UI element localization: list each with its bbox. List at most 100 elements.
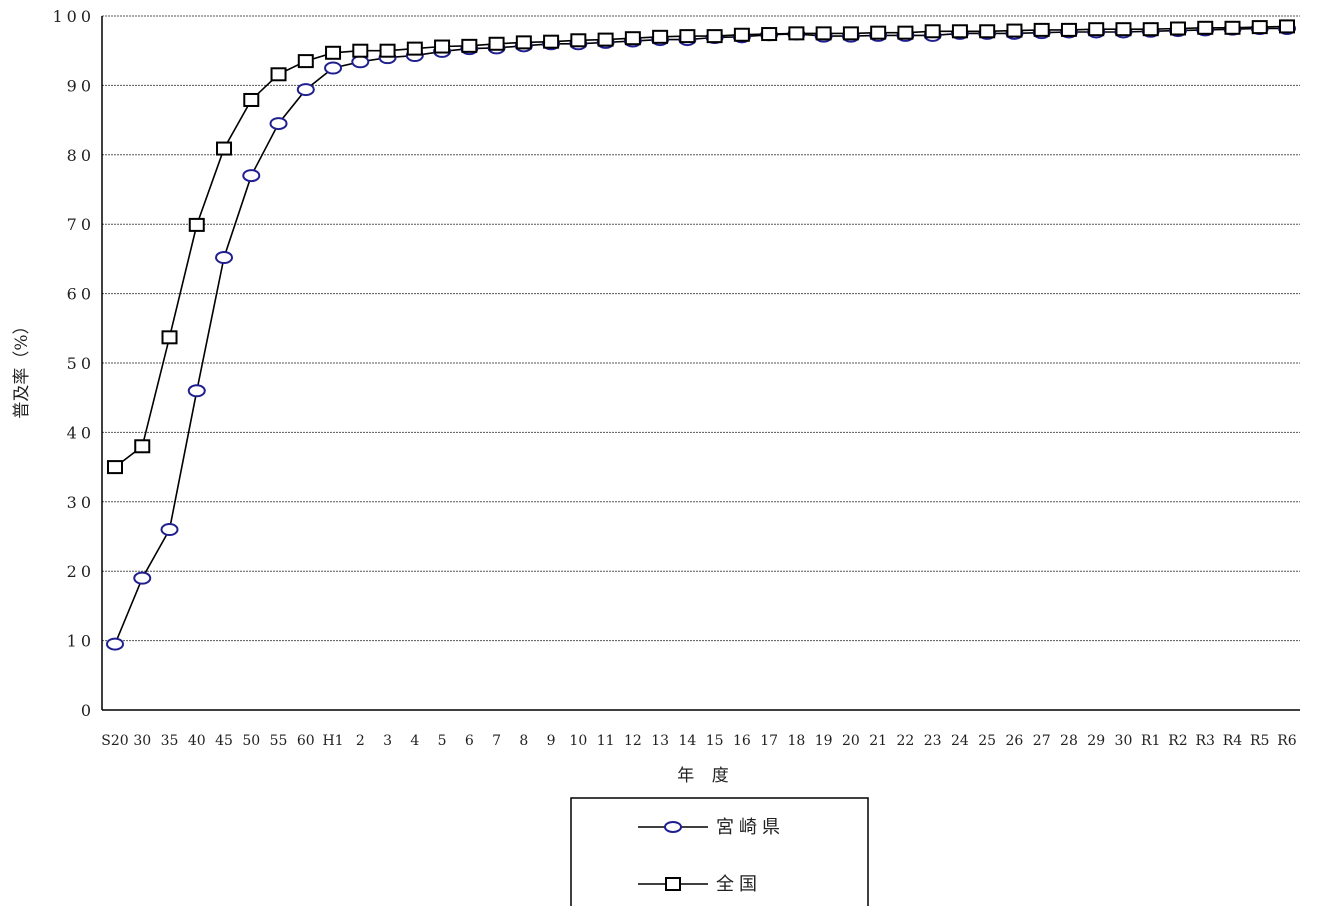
- legend: 宮崎県 全国: [570, 797, 869, 906]
- data-point-square: [624, 31, 641, 46]
- y-tick-label: 40: [67, 423, 95, 442]
- y-tick-label: 70: [67, 215, 95, 234]
- data-point-square: [1251, 20, 1268, 35]
- x-tick-label: R3: [1196, 733, 1215, 749]
- x-tick-label: 8: [519, 733, 528, 749]
- x-tick-label: 10: [569, 733, 587, 749]
- data-point-square: [543, 34, 560, 49]
- data-point-square: [515, 35, 532, 50]
- x-tick-label: 6: [465, 733, 474, 749]
- data-point-square: [706, 29, 723, 44]
- x-tick-label: 35: [161, 733, 179, 749]
- y-tick-labels: 0 10 20 30 40 50 60 70 80 90 100: [52, 7, 95, 720]
- x-tick-label: 60: [297, 733, 315, 749]
- x-tick-label: 14: [678, 733, 696, 749]
- x-tick-label: 3: [383, 733, 392, 749]
- data-point-square: [216, 141, 233, 156]
- data-point-square: [270, 67, 287, 82]
- y-tick-label: 30: [67, 493, 95, 512]
- x-tick-label: 9: [547, 733, 556, 749]
- data-point-square: [597, 32, 614, 47]
- x-tick-label: 13: [651, 733, 669, 749]
- x-tick-label: 55: [270, 733, 288, 749]
- legend-square-marker: [665, 877, 681, 891]
- data-point-square: [406, 41, 423, 56]
- y-tick-label: 100: [52, 7, 95, 26]
- x-tick-label: 15: [706, 733, 724, 749]
- y-axis-title: 普及率（%）: [12, 317, 32, 418]
- x-tick-label: 22: [897, 733, 915, 749]
- data-point-circle: [106, 637, 124, 651]
- series-line: [114, 27, 1287, 645]
- x-tick-label: R2: [1168, 733, 1187, 749]
- legend-circle-marker: [664, 821, 682, 833]
- x-tick-label: 40: [188, 733, 206, 749]
- x-tick-label: 7: [492, 733, 501, 749]
- data-point-square: [243, 92, 260, 107]
- x-tick-label: 50: [242, 733, 260, 749]
- data-point-square: [733, 27, 750, 42]
- y-tick-label: 20: [67, 562, 95, 581]
- data-point-square: [434, 39, 451, 54]
- x-tick-label: 19: [815, 733, 833, 749]
- data-point-square: [325, 45, 342, 60]
- data-point-square: [488, 36, 505, 51]
- x-tick-label: H1: [322, 733, 343, 749]
- x-tick-label: 28: [1060, 733, 1078, 749]
- data-point-square: [1060, 22, 1077, 37]
- x-tick-label: 11: [597, 733, 615, 749]
- legend-item-miyazaki: 宮崎県: [638, 817, 785, 838]
- legend-box: [570, 797, 869, 906]
- data-point-circle: [324, 61, 343, 75]
- data-point-square: [1197, 20, 1214, 35]
- data-point-square: [107, 460, 123, 475]
- y-tick-label: 0: [81, 701, 95, 720]
- data-point-square: [1169, 21, 1186, 36]
- data-point-square: [951, 24, 968, 39]
- data-point-square: [842, 26, 859, 41]
- data-point-circle: [160, 523, 179, 537]
- y-tick-label: 80: [67, 146, 95, 165]
- x-tick-labels: S20 30 35 40 45 50 55 60 H1 2 3 4 5 6 7 8 9 10 11 12 13 14 15 1…: [101, 733, 1297, 749]
- x-tick-label: 30: [133, 733, 151, 749]
- data-point-square: [1033, 22, 1050, 37]
- data-point-square: [379, 43, 396, 58]
- x-tick-label: R4: [1223, 733, 1243, 749]
- data-point-square: [788, 26, 805, 41]
- data-point-square: [1006, 23, 1023, 38]
- data-point-circle: [351, 55, 370, 69]
- data-point-square: [652, 29, 669, 44]
- x-tick-label: S20: [101, 733, 128, 749]
- data-point-square: [570, 33, 587, 48]
- data-point-square: [1224, 20, 1241, 35]
- data-point-square: [924, 24, 941, 39]
- y-tick-label: 10: [67, 632, 95, 651]
- x-tick-label: 21: [869, 733, 887, 749]
- data-point-square: [134, 439, 151, 454]
- legend-label-miyazaki: 宮崎県: [716, 817, 785, 838]
- gridlines: [102, 15, 1300, 642]
- x-tick-label: R6: [1277, 733, 1297, 749]
- data-point-square: [979, 24, 996, 39]
- data-point-square: [679, 29, 696, 44]
- data-point-circle: [269, 117, 288, 131]
- data-point-circle: [187, 384, 206, 398]
- x-tick-label: 12: [624, 733, 642, 749]
- x-tick-label: 29: [1087, 733, 1105, 749]
- y-tick-label: 50: [67, 354, 95, 373]
- x-tick-label: 5: [438, 733, 447, 749]
- legend-label-zenkoku: 全国: [716, 874, 762, 895]
- x-tick-label: R5: [1250, 733, 1269, 749]
- axes: [101, 16, 1300, 711]
- data-point-square: [352, 43, 369, 58]
- x-tick-label: 4: [410, 733, 419, 749]
- series: [106, 19, 1296, 651]
- x-tick-label: 26: [1006, 733, 1024, 749]
- x-tick-label: 24: [951, 733, 969, 749]
- x-tick-label: 18: [787, 733, 805, 749]
- x-tick-label: 16: [733, 733, 751, 749]
- data-point-square: [1115, 22, 1132, 37]
- data-point-square: [870, 25, 887, 40]
- x-tick-label: 27: [1033, 733, 1051, 749]
